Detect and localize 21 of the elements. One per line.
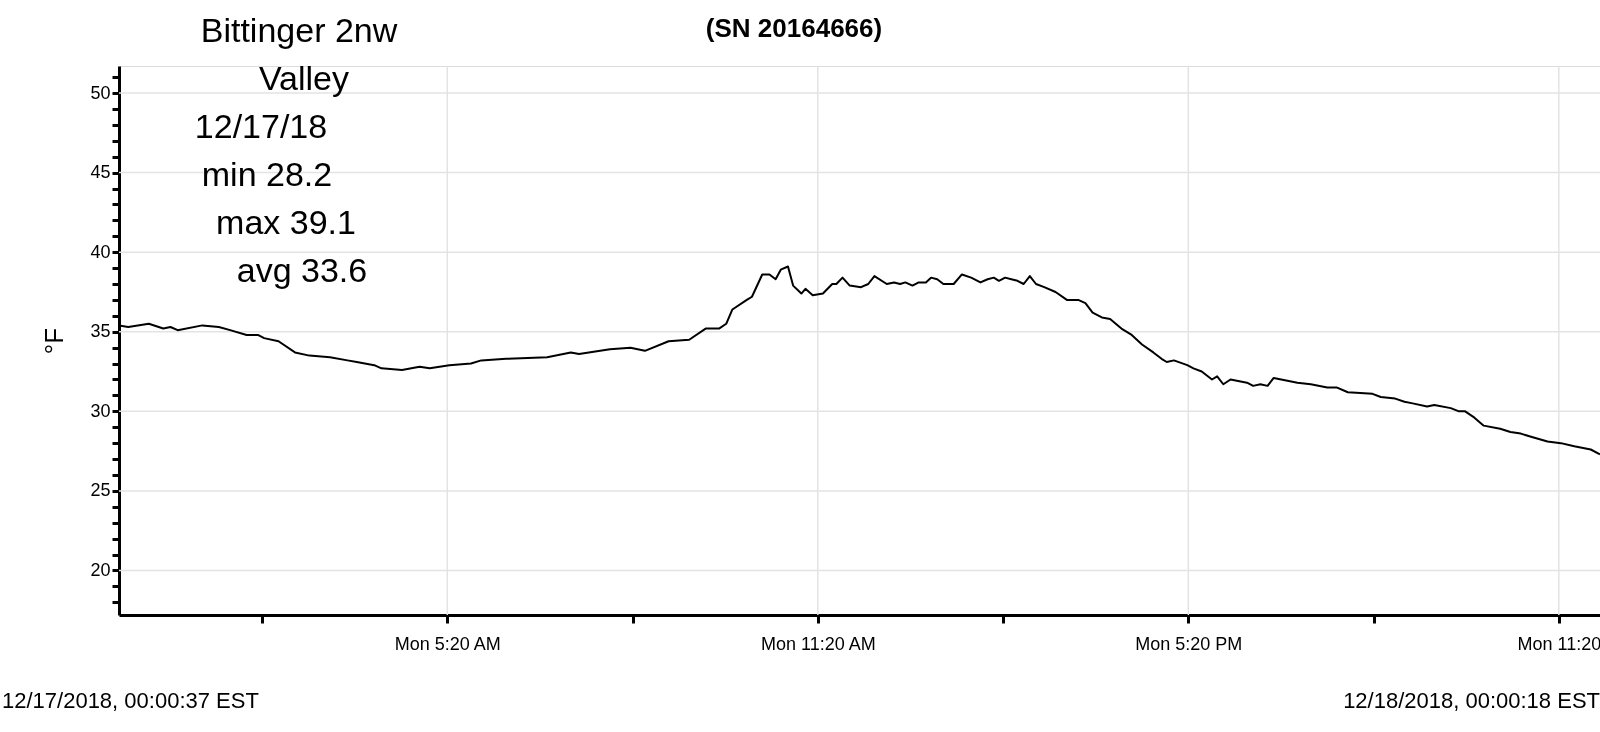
text: Bittinger 2nw <box>200 11 398 49</box>
annotation: min 28.2 <box>201 155 333 193</box>
y-tick-label: 20 <box>90 559 111 580</box>
y-tick-label: 35 <box>90 321 111 342</box>
y-tick-label: 50 <box>90 82 111 103</box>
chart-title: (SN 20164666) <box>705 13 883 43</box>
x-tick-label: Mon 11:20 <box>1517 633 1600 654</box>
annotation: avg 33.6 <box>236 251 368 289</box>
annotation: Valley <box>258 59 350 97</box>
text: 12/17/2018, 00:00:37 EST <box>2 688 259 713</box>
y-tick-label: 45 <box>90 162 111 183</box>
x-tick-label: Mon 5:20 AM <box>394 633 501 654</box>
y-tick-label: 30 <box>90 400 111 421</box>
x-tick-label: Mon 5:20 PM <box>1135 633 1243 654</box>
text: 12/18/2018, 00:00:18 EST <box>1343 688 1600 713</box>
y-tick-label: 25 <box>90 480 111 501</box>
annotation: max 39.1 <box>216 203 356 241</box>
x-tick-label: Mon 11:20 AM <box>760 633 876 654</box>
y-axis-title: °F <box>39 327 70 355</box>
y-tick-label: 40 <box>90 241 111 262</box>
annotation: 12/17/18 <box>194 107 328 145</box>
